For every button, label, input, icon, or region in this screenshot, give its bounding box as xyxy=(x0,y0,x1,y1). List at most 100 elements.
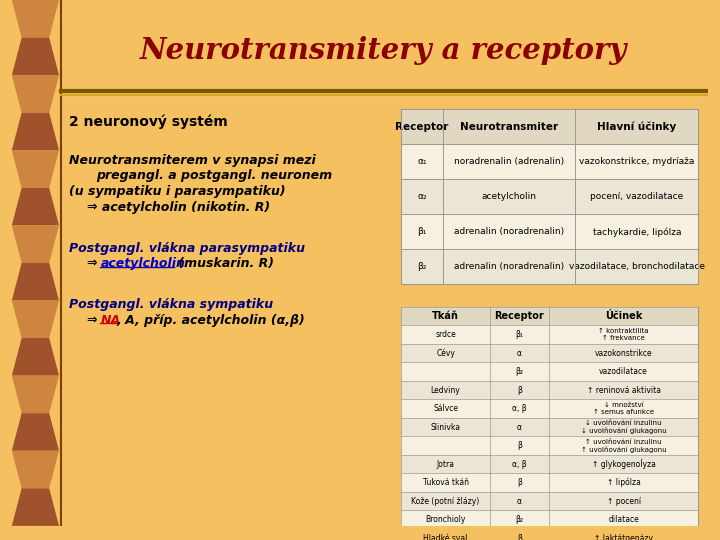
Text: Postgangl. vlákna sympatiku: Postgangl. vlákna sympatiku xyxy=(69,298,273,311)
Text: β: β xyxy=(517,534,522,540)
Text: (muskarin. R): (muskarin. R) xyxy=(174,257,274,270)
Text: β: β xyxy=(517,386,522,395)
Polygon shape xyxy=(12,413,59,451)
FancyBboxPatch shape xyxy=(401,179,698,214)
FancyBboxPatch shape xyxy=(401,418,698,436)
Text: Kože (potní žlázy): Kože (potní žlázy) xyxy=(411,497,480,505)
Polygon shape xyxy=(12,451,59,488)
Text: adrenalin (noradrenalin): adrenalin (noradrenalin) xyxy=(454,227,564,237)
Text: ⇒: ⇒ xyxy=(86,257,102,270)
Text: β: β xyxy=(517,478,522,487)
Text: ⇒ acetylcholin (nikotin. R): ⇒ acetylcholin (nikotin. R) xyxy=(86,201,270,214)
Text: ↓ uvolňování glukagonu: ↓ uvolňování glukagonu xyxy=(581,428,667,434)
Text: ⇒: ⇒ xyxy=(86,314,102,327)
Text: vazodilatace: vazodilatace xyxy=(599,367,648,376)
Text: tachykardie, lipólza: tachykardie, lipólza xyxy=(593,227,681,237)
Polygon shape xyxy=(12,338,59,376)
FancyBboxPatch shape xyxy=(401,344,698,362)
Text: Slinivka: Slinivka xyxy=(431,422,461,431)
FancyBboxPatch shape xyxy=(401,325,698,344)
FancyBboxPatch shape xyxy=(401,144,698,179)
Text: ↑ frekvance: ↑ frekvance xyxy=(602,335,645,341)
Text: vazokonstrikce, mydríaža: vazokonstrikce, mydríaža xyxy=(579,157,695,166)
Text: α, β: α, β xyxy=(512,404,526,413)
Text: α, β: α, β xyxy=(512,460,526,469)
Text: ↑ semus afunkce: ↑ semus afunkce xyxy=(593,409,654,415)
FancyBboxPatch shape xyxy=(401,399,698,418)
Polygon shape xyxy=(12,188,59,225)
Text: β₂: β₂ xyxy=(516,515,523,524)
Text: Hladké sval: Hladké sval xyxy=(423,534,468,540)
Text: Receptor: Receptor xyxy=(495,311,544,321)
Text: ↑ kontraktilita: ↑ kontraktilita xyxy=(598,328,649,334)
Text: acetylcholin: acetylcholin xyxy=(100,257,185,270)
Text: α₁: α₁ xyxy=(417,157,427,166)
Text: α: α xyxy=(517,348,522,357)
Text: Tkáň: Tkáň xyxy=(432,311,459,321)
FancyBboxPatch shape xyxy=(401,307,698,325)
Text: ↑ uvolňování glukagonu: ↑ uvolňování glukagonu xyxy=(581,446,667,453)
Text: Účinek: Účinek xyxy=(605,311,642,321)
Text: Ledviny: Ledviny xyxy=(431,386,461,395)
FancyBboxPatch shape xyxy=(401,249,698,285)
Polygon shape xyxy=(12,488,59,526)
Text: ↑ laktátgenázy: ↑ laktátgenázy xyxy=(594,534,653,540)
FancyBboxPatch shape xyxy=(401,109,698,285)
FancyBboxPatch shape xyxy=(401,436,698,455)
Text: Bronchioly: Bronchioly xyxy=(426,515,466,524)
Text: Hlavní účinky: Hlavní účinky xyxy=(598,122,677,132)
FancyBboxPatch shape xyxy=(401,455,698,473)
FancyBboxPatch shape xyxy=(401,492,698,510)
Text: ↑ uvolňování inzulinu: ↑ uvolňování inzulinu xyxy=(585,438,662,444)
Polygon shape xyxy=(12,225,59,263)
Text: ↓ množství: ↓ množství xyxy=(604,402,644,408)
Text: β₁: β₁ xyxy=(516,330,523,339)
FancyBboxPatch shape xyxy=(401,473,698,492)
FancyBboxPatch shape xyxy=(401,109,698,144)
Text: α₂: α₂ xyxy=(417,192,427,201)
Text: ↑ lipólza: ↑ lipólza xyxy=(607,478,641,487)
Text: Postgangl. vlákna parasympatiku: Postgangl. vlákna parasympatiku xyxy=(69,241,305,254)
Text: ↓ uvolňování inzulinu: ↓ uvolňování inzulinu xyxy=(585,420,662,426)
Text: 2 neuronový systém: 2 neuronový systém xyxy=(69,115,228,130)
Text: srdce: srdce xyxy=(435,330,456,339)
Text: NA: NA xyxy=(100,314,120,327)
Text: vazodilatace, bronchodilatace: vazodilatace, bronchodilatace xyxy=(569,262,705,271)
Text: Sálvce: Sálvce xyxy=(433,404,458,413)
FancyBboxPatch shape xyxy=(401,529,698,540)
Polygon shape xyxy=(12,113,59,150)
Text: ↑ reninová aktivita: ↑ reninová aktivita xyxy=(587,386,660,395)
Text: Jotra: Jotra xyxy=(436,460,454,469)
FancyBboxPatch shape xyxy=(401,381,698,399)
Text: Neurotransmiterem v synapsi mezi: Neurotransmiterem v synapsi mezi xyxy=(69,154,315,167)
Text: β₁: β₁ xyxy=(418,227,427,237)
Text: pocení, vazodilatace: pocení, vazodilatace xyxy=(590,192,683,201)
Text: α: α xyxy=(517,422,522,431)
Text: noradrenalin (adrenalin): noradrenalin (adrenalin) xyxy=(454,157,564,166)
Text: Cévy: Cévy xyxy=(436,348,455,358)
Text: , A, příp. acetylcholin (α,β): , A, příp. acetylcholin (α,β) xyxy=(116,314,305,327)
Text: β₂: β₂ xyxy=(516,367,523,376)
Polygon shape xyxy=(12,75,59,113)
FancyBboxPatch shape xyxy=(401,362,698,381)
Polygon shape xyxy=(12,38,59,75)
Polygon shape xyxy=(12,263,59,300)
Text: α: α xyxy=(517,497,522,505)
Text: Neurotransmitery a receptory: Neurotransmitery a receptory xyxy=(140,36,627,65)
Text: Receptor: Receptor xyxy=(395,122,449,132)
Polygon shape xyxy=(12,376,59,413)
Text: Neurotransmiter: Neurotransmiter xyxy=(460,122,558,132)
Text: vazokonstrikce: vazokonstrikce xyxy=(595,348,652,357)
Text: (u sympatiku i parasympatiku): (u sympatiku i parasympatiku) xyxy=(69,185,285,198)
FancyBboxPatch shape xyxy=(401,510,698,529)
Text: ↑ pocení: ↑ pocení xyxy=(606,497,641,505)
Polygon shape xyxy=(12,300,59,338)
Polygon shape xyxy=(12,150,59,188)
Text: acetylcholin: acetylcholin xyxy=(482,192,536,201)
Text: β: β xyxy=(517,441,522,450)
Text: ↑ glykogenoĺyza: ↑ glykogenoĺyza xyxy=(592,459,655,469)
Polygon shape xyxy=(12,0,59,38)
Text: pregangl. a postgangl. neuronem: pregangl. a postgangl. neuronem xyxy=(96,170,333,183)
FancyBboxPatch shape xyxy=(401,214,698,249)
Text: dilatace: dilatace xyxy=(608,515,639,524)
